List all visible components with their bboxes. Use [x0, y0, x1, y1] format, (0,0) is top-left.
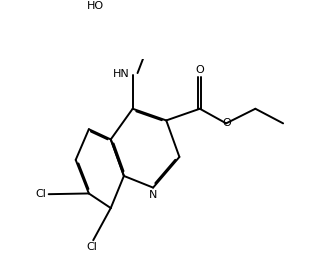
Text: N: N — [149, 190, 158, 200]
Text: HO: HO — [86, 1, 104, 11]
Text: HN: HN — [113, 69, 130, 79]
Text: O: O — [195, 64, 204, 75]
Text: Cl: Cl — [86, 242, 97, 252]
Text: Cl: Cl — [35, 189, 46, 199]
Text: O: O — [222, 118, 231, 128]
